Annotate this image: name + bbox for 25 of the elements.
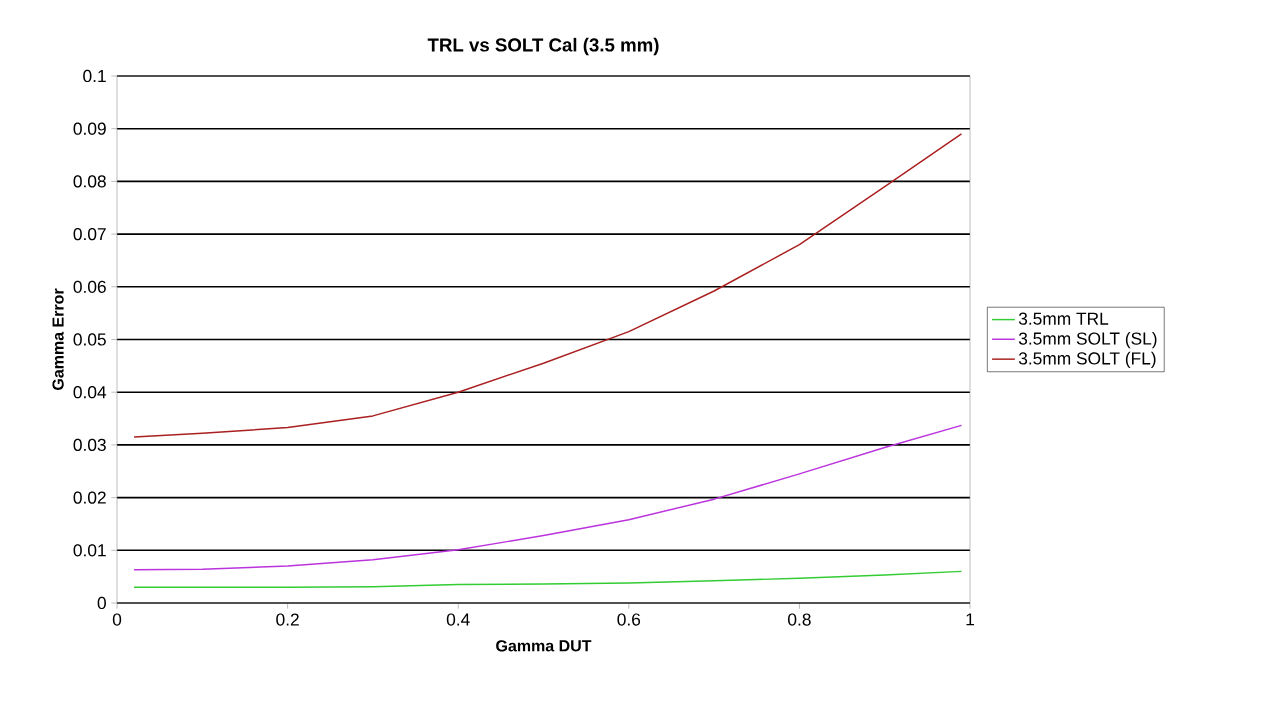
y-tick-label: 0.03 [73,438,106,452]
y-tick-label: 0.07 [73,227,106,241]
x-tick-label: 0.6 [617,613,641,626]
y-tick-label: 0.02 [73,491,106,504]
line-series [133,424,963,571]
legend-label: 3.5mm SOLT (FL) [1018,351,1156,369]
x-axis-title: Gamma DUT [496,640,592,652]
x-tick-label: 0.4 [446,613,470,626]
x-tick-label: 0.8 [788,613,811,626]
legend-label: 3.5mm TRL [1018,312,1109,325]
y-axis-title: Gamma Error [52,288,64,390]
line-series [133,133,963,438]
y-tick-label: 0.05 [73,333,106,346]
y-tick-label: 0.09 [73,122,106,135]
y-tick-label: 0.01 [73,544,106,557]
y-tick-label: 0.08 [73,175,106,188]
y-tick-label: 0.1 [83,69,106,83]
chart-title: TRL vs SOLT Cal (3.5 mm) [427,37,659,56]
x-tick-label: 0 [112,613,122,626]
y-tick-label: 0 [97,596,106,610]
x-tick-label: 0.2 [276,613,299,626]
y-tick-label: 0.06 [73,280,106,293]
x-tick-label: 1 [966,613,974,626]
y-tick-label: 0.04 [73,386,107,399]
legend-label: 3.5mm SOLT (SL) [1018,331,1157,349]
